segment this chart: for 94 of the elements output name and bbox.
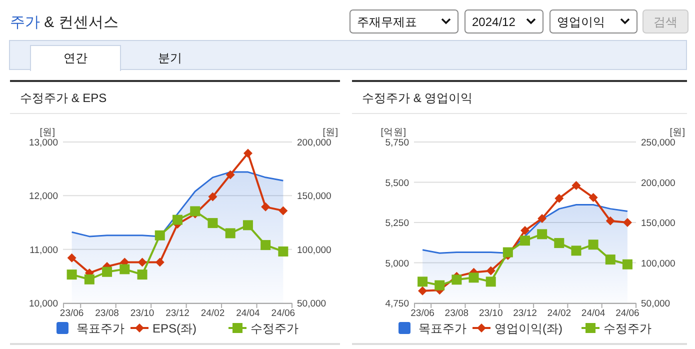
text: 주가 & 컨센서스 [10,14,118,31]
point [588,193,598,202]
point [261,202,270,212]
point [120,264,130,274]
y-tick-label: 10,000 [28,298,58,310]
legend-label: 목표주가 [418,322,466,336]
point [571,246,582,256]
y-tick-label: 11,000 [30,244,58,256]
x-tick-label: 23/10 [478,308,503,319]
point [418,276,428,287]
y2-axis-title: [원] [322,127,338,138]
point [66,270,77,280]
x-tick-label: 23/10 [130,308,154,319]
y2-tick-label: 200,000 [641,178,676,189]
y-tick-label: 4,750 [385,298,409,310]
text: 영업이익 [557,15,605,29]
point [278,246,288,256]
legend-label: 수정주가 [250,322,298,336]
point [538,214,547,223]
x-tick-label: 23/12 [513,308,537,319]
x-tick-label: 24/02 [547,308,572,319]
x-tick-label: 23/08 [444,308,469,319]
x-tick-label: 24/02 [200,308,225,319]
point [520,226,530,236]
point [242,220,253,230]
y-tick-label: 12,000 [28,191,58,202]
point [572,180,581,190]
point [452,274,462,285]
y-axis-title: [원] [40,127,55,138]
point [588,240,598,250]
legend-label: 목표주가 [76,322,124,336]
x-tick-label: 23/06 [410,308,434,319]
point [468,272,479,283]
text: 연간 [64,51,88,65]
point [243,148,252,158]
y-axis-title: [억원] [380,127,406,138]
y2-tick-label: 150,000 [297,191,332,202]
point [67,253,76,262]
y2-tick-label: 200,000 [297,138,332,148]
point [606,216,615,226]
point [278,206,288,216]
point [502,247,513,258]
point [190,206,200,216]
point [520,236,530,246]
y2-tick-label: 100,000 [297,244,332,256]
y2-axis-title: [원] [670,127,685,138]
y2-tick-label: 50,000 [641,298,670,310]
legend-label: EPS(좌) [152,322,197,336]
point [554,238,564,248]
x-tick-label: 24/06 [616,308,640,319]
text: 분기 [158,51,182,65]
y2-tick-label: 50,000 [297,298,326,310]
x-tick-label: 24/04 [236,308,260,319]
point [622,218,632,227]
point [102,266,112,277]
point [172,214,182,225]
point [155,258,164,267]
legend-label: 영업이익(좌) [494,322,562,336]
x-tick-label: 24/06 [271,308,296,319]
point [486,266,496,276]
point [486,276,496,287]
point [226,170,235,180]
point [225,228,236,238]
point [137,270,148,280]
y2-tick-label: 100,000 [641,258,676,270]
x-tick-label: 23/06 [60,308,84,319]
y-tick-label: 5,000 [385,258,409,270]
y2-tick-label: 250,000 [641,138,676,148]
point [622,259,632,270]
x-tick-label: 24/04 [581,308,606,319]
point [434,280,445,290]
point [84,274,94,284]
point [554,194,564,203]
point [260,240,271,250]
y-tick-label: 5,250 [385,218,409,229]
point [418,286,428,296]
text: 주재무제표 [357,15,417,29]
legend-label: 수정주가 [604,322,652,336]
text: 검색 [654,15,678,29]
point [154,230,165,240]
chart-title: 수정주가 & 영업이익 [362,91,473,105]
y-tick-label: 5,500 [385,178,409,189]
x-tick-label: 23/12 [166,308,190,319]
point [537,229,548,240]
y-tick-label: 5,750 [385,138,409,148]
point [208,192,218,202]
point [138,258,147,267]
x-tick-label: 23/08 [95,308,119,319]
point [208,218,218,228]
point [605,254,616,265]
chart-title: 수정주가 & EPS [20,91,107,105]
y2-tick-label: 150,000 [641,218,676,229]
y-tick-label: 13,000 [28,138,58,148]
text: 2024/12 [472,15,516,29]
